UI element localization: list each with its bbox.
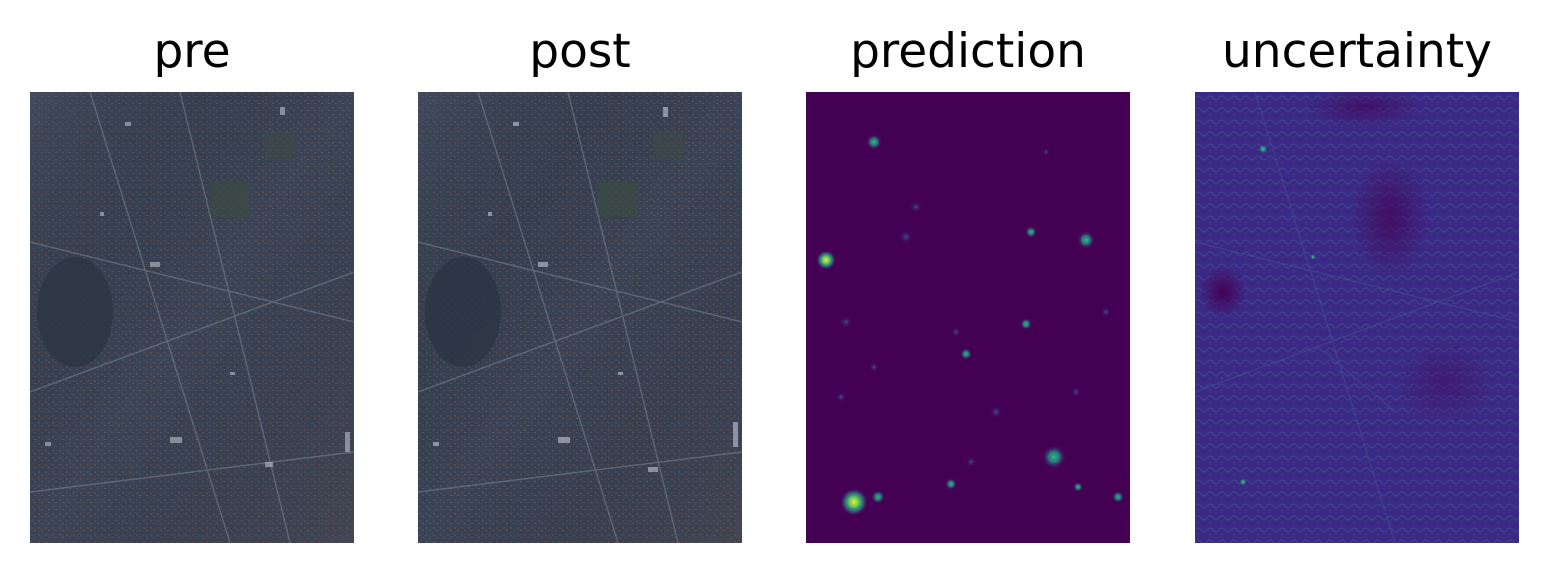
- panel-title-post: post: [529, 24, 631, 79]
- panel-title-prediction: prediction: [850, 24, 1086, 79]
- post-satellite-image: [418, 92, 742, 543]
- uncertainty-heatmap: [1195, 92, 1519, 543]
- panel-uncertainty: uncertainty: [1195, 0, 1519, 573]
- panel-title-uncertainty: uncertainty: [1222, 24, 1492, 79]
- panel-prediction: prediction: [806, 0, 1130, 573]
- prediction-heatmap: [806, 92, 1130, 543]
- panel-pre: pre: [30, 0, 354, 573]
- panel-title-pre: pre: [153, 24, 231, 79]
- panel-post: post: [418, 0, 742, 573]
- pre-satellite-image: [30, 92, 354, 543]
